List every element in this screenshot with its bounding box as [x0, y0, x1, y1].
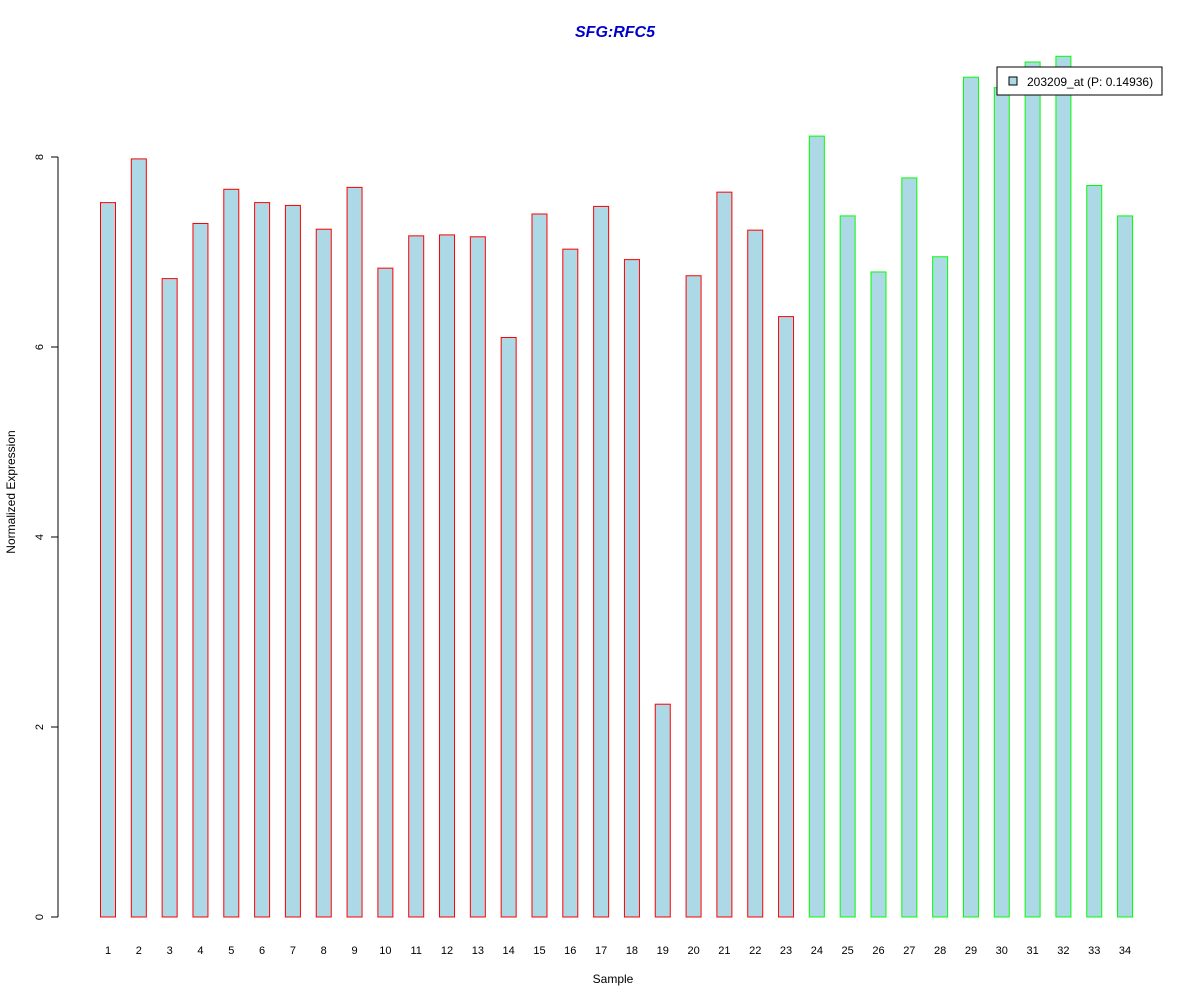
bar-sample-8 — [315, 228, 332, 918]
bar-sample-22 — [747, 229, 764, 918]
bar-sample-15 — [531, 213, 548, 918]
bar-sample-21 — [716, 191, 733, 918]
x-tick-label: 12 — [441, 945, 453, 957]
x-tick-label: 20 — [687, 945, 699, 957]
x-tick-label: 9 — [351, 945, 357, 957]
x-tick-label: 30 — [996, 945, 1008, 957]
y-tick-label: 8 — [34, 154, 46, 160]
y-tick-label: 4 — [34, 534, 46, 540]
x-tick-label: 16 — [564, 945, 576, 957]
bar-sample-18 — [623, 259, 640, 918]
x-axis-label: Sample — [593, 972, 634, 986]
y-axis-label: Normalized Expression — [4, 430, 18, 553]
x-tick-label: 17 — [595, 945, 607, 957]
legend: 203209_at (P: 0.14936) — [996, 66, 1163, 96]
bar-sample-13 — [469, 236, 486, 918]
x-tick-label: 33 — [1088, 945, 1100, 957]
bar-sample-26 — [870, 271, 887, 918]
bar-sample-34 — [1117, 215, 1134, 918]
bar-sample-1 — [100, 202, 116, 918]
bar-sample-4 — [192, 223, 209, 918]
bar-sample-11 — [408, 235, 425, 918]
bar-sample-29 — [962, 76, 979, 918]
x-tick-label: 5 — [228, 945, 234, 957]
x-tick-label: 34 — [1119, 945, 1131, 957]
x-tick-label: 4 — [197, 945, 203, 957]
bars — [100, 55, 1134, 918]
x-tick-label: 15 — [533, 945, 545, 957]
bar-sample-5 — [223, 188, 240, 918]
bar-sample-6 — [254, 202, 271, 918]
legend-box — [996, 66, 1163, 96]
x-tick-label: 24 — [811, 945, 823, 957]
axes: 0 2 4 6 8 — [34, 154, 59, 920]
x-tick-label: 7 — [290, 945, 296, 957]
x-tick-label: 3 — [167, 945, 173, 957]
x-tick-label: 13 — [472, 945, 484, 957]
bar-sample-10 — [377, 267, 394, 918]
bar-sample-33 — [1086, 185, 1103, 918]
x-tick-label: 2 — [136, 945, 142, 957]
x-tick-label: 6 — [259, 945, 265, 957]
x-tick-label: 29 — [965, 945, 977, 957]
x-tick-label: 1 — [105, 945, 111, 957]
bar-sample-19 — [654, 703, 671, 918]
bar-sample-16 — [562, 248, 579, 918]
bar-sample-14 — [500, 337, 517, 918]
x-tick-label: 19 — [657, 945, 669, 957]
y-tick-label: 0 — [34, 914, 46, 920]
x-tick-label: 21 — [718, 945, 730, 957]
bar-sample-7 — [284, 204, 301, 918]
bar-sample-31 — [1024, 61, 1041, 918]
x-tick-label: 28 — [934, 945, 946, 957]
x-tick-label: 32 — [1057, 945, 1069, 957]
x-tick-label: 23 — [780, 945, 792, 957]
x-tick-label: 27 — [903, 945, 915, 957]
bar-sample-25 — [839, 215, 856, 918]
y-tick-label: 2 — [34, 724, 46, 730]
x-tick-label: 22 — [749, 945, 761, 957]
bar-sample-30 — [993, 87, 1010, 918]
x-tick-label: 10 — [379, 945, 391, 957]
x-tick-label: 31 — [1026, 945, 1038, 957]
chart-title: SFG:RFC5 — [575, 24, 656, 41]
x-tick-labels: 1 2 3 4 5 6 7 8 9 10 11 12 13 14 15 16 17 18 19 20 21 22 23 24 2… — [105, 945, 1131, 957]
bar-sample-9 — [346, 186, 363, 918]
legend-swatch — [1008, 76, 1018, 86]
bar-sample-28 — [932, 256, 949, 918]
x-tick-label: 18 — [626, 945, 638, 957]
bar-sample-23 — [778, 316, 795, 918]
bar-sample-17 — [593, 205, 610, 918]
bar-sample-12 — [439, 234, 456, 918]
legend-label: 203209_at (P: 0.14936) — [1027, 75, 1153, 89]
bar-sample-27 — [901, 177, 918, 918]
y-tick-label: 6 — [34, 344, 46, 350]
bar-sample-24 — [808, 135, 825, 918]
x-tick-label: 25 — [842, 945, 854, 957]
x-tick-label: 11 — [410, 945, 421, 957]
bar-sample-2 — [130, 158, 147, 918]
x-tick-label: 14 — [503, 945, 515, 957]
x-tick-label: 8 — [321, 945, 327, 957]
bar-sample-20 — [685, 275, 702, 918]
bar-sample-32 — [1055, 55, 1072, 918]
bar-sample-3 — [161, 278, 178, 918]
x-tick-label: 26 — [872, 945, 884, 957]
